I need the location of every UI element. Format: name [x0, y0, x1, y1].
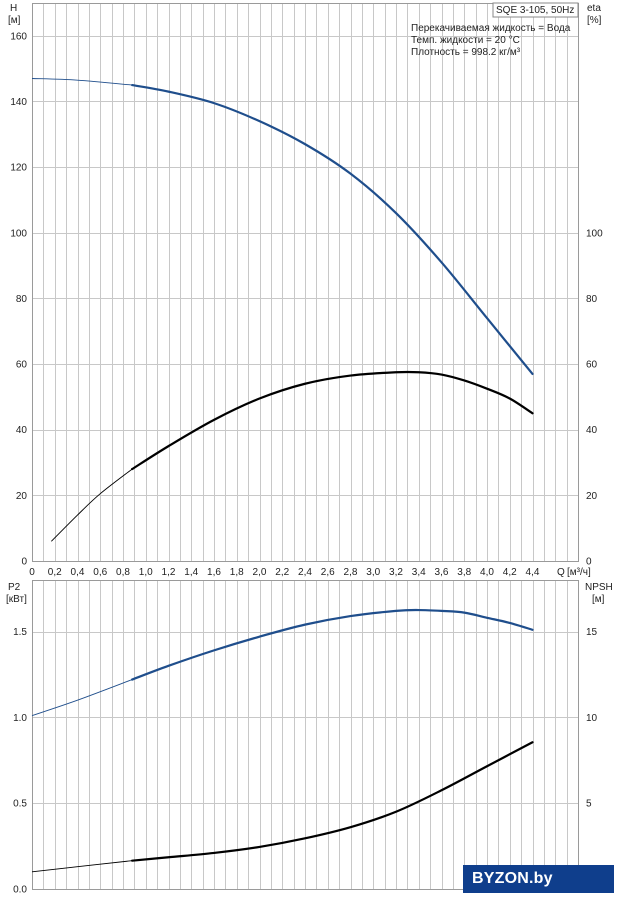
- left-tick-label: 100: [10, 228, 27, 239]
- top-panel-series: [31, 78, 534, 542]
- series-line-extrapolated: [51, 468, 133, 542]
- left-tick-label: 1.5: [13, 627, 27, 638]
- x-tick-label: 2,6: [321, 567, 335, 578]
- byzon-logo: BYZON.by: [463, 865, 614, 893]
- x-tick-label: 2,2: [275, 567, 289, 578]
- logo-text: BYZON.by: [472, 870, 553, 887]
- chart-title: SQE 3-105, 50Hz: [496, 5, 574, 16]
- series-line-extrapolated: [31, 860, 133, 873]
- bottom-left-axis-label: P2: [8, 582, 21, 593]
- left-tick-label: 140: [10, 97, 27, 108]
- left-tick-label: 0.5: [13, 799, 27, 810]
- x-tick-label: 3,4: [412, 567, 426, 578]
- series-line: [131, 608, 534, 681]
- top-left-axis-label: H: [10, 3, 17, 14]
- plot-frame: [32, 580, 579, 890]
- x-tick-label: 4,2: [503, 567, 517, 578]
- top-right-axis-label: eta: [587, 3, 601, 14]
- x-tick-label: 2,8: [344, 567, 358, 578]
- x-tick-label: 0,4: [71, 567, 85, 578]
- right-tick-label: 100: [586, 228, 603, 239]
- x-tick-label: 2,0: [253, 567, 267, 578]
- x-tick-label: 0,6: [93, 567, 107, 578]
- left-tick-label: 40: [16, 425, 28, 436]
- x-tick-label: 3,0: [366, 567, 380, 578]
- x-axis-label: Q: [557, 567, 565, 578]
- x-tick-label: 0,2: [48, 567, 62, 578]
- right-tick-label: 15: [586, 627, 598, 638]
- x-tick-label: 4,4: [526, 567, 540, 578]
- bottom-right-axis-unit: [м]: [592, 594, 605, 605]
- series-line: [131, 741, 534, 862]
- info-line-fluid: Перекачиваемая жидкость = Вода: [411, 23, 571, 34]
- left-tick-label: 1.0: [13, 713, 27, 724]
- left-tick-label: 80: [16, 294, 28, 305]
- tick-labels: 0204060801001201401600204060801000.00.51…: [10, 31, 603, 895]
- right-tick-label: 5: [586, 799, 592, 810]
- left-tick-label: 0.0: [13, 885, 27, 896]
- right-tick-label: 80: [586, 294, 598, 305]
- bottom-panel-series: [31, 608, 534, 873]
- left-tick-label: 20: [16, 491, 28, 502]
- top-panel-grid: [32, 3, 579, 562]
- series-line-extrapolated: [31, 679, 133, 717]
- x-tick-label: 1,2: [162, 567, 176, 578]
- x-tick-label: 3,2: [389, 567, 403, 578]
- x-axis-unit: [м³/ч]: [567, 567, 591, 578]
- bottom-left-axis-unit: [кВт]: [6, 594, 27, 605]
- x-tick-label: 0: [29, 567, 35, 578]
- top-left-axis-unit: [м]: [8, 15, 21, 26]
- top-right-axis-unit: [%]: [587, 15, 602, 26]
- plot-frame: [32, 3, 579, 562]
- right-tick-label: 10: [586, 713, 598, 724]
- x-tick-label: 1,4: [184, 567, 198, 578]
- series-line-extrapolated: [31, 78, 133, 86]
- x-tick-label: 4,0: [480, 567, 494, 578]
- x-tick-label: 3,8: [457, 567, 471, 578]
- left-tick-label: 60: [16, 360, 28, 371]
- left-tick-label: 160: [10, 31, 27, 42]
- info-line-temp: Темп. жидкости = 20 °C: [411, 35, 520, 46]
- x-tick-label: 0,8: [116, 567, 130, 578]
- x-tick-label: 2,4: [298, 567, 312, 578]
- right-tick-label: 0: [586, 557, 592, 568]
- bottom-right-axis-label: NPSH: [585, 582, 613, 593]
- right-tick-label: 60: [586, 360, 598, 371]
- left-tick-label: 120: [10, 163, 27, 174]
- x-tick-label: 1,0: [139, 567, 153, 578]
- right-tick-label: 40: [586, 425, 598, 436]
- left-tick-label: 0: [21, 557, 27, 568]
- series-line: [131, 83, 534, 376]
- right-tick-label: 20: [586, 491, 598, 502]
- bottom-panel-grid: [32, 580, 579, 890]
- series-line: [131, 370, 534, 471]
- info-line-density: Плотность = 998.2 кг/м³: [411, 47, 521, 58]
- x-tick-label: 3,6: [435, 567, 449, 578]
- x-tick-label: 1,6: [207, 567, 221, 578]
- title-box: [492, 2, 579, 18]
- x-tick-label: 1,8: [230, 567, 244, 578]
